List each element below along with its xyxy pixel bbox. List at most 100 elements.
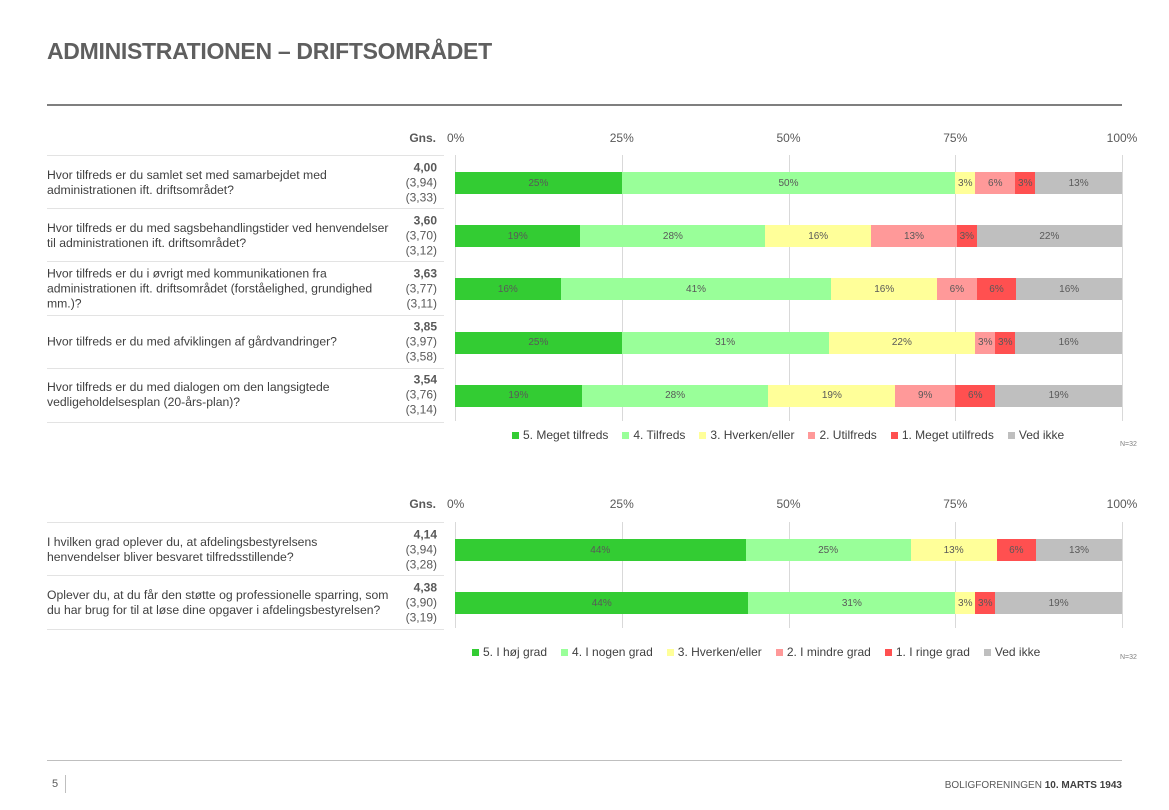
average-current: 3,63 bbox=[413, 266, 437, 281]
bar-segment-4: 9% bbox=[895, 384, 956, 407]
average-previous-1: (3,70) bbox=[405, 228, 437, 243]
legend-item: 4. Tilfreds bbox=[622, 428, 685, 442]
bar-segment-2: 31% bbox=[748, 592, 956, 615]
average-score: 3,85 (3,97) (3,58) bbox=[387, 320, 437, 365]
legend-label: 1. I ringe grad bbox=[895, 645, 970, 659]
average-current: 4,14 bbox=[413, 527, 437, 542]
bar-segment-6: 19% bbox=[995, 384, 1122, 407]
page-number: 5 bbox=[52, 778, 59, 790]
question-text: Hvor tilfreds er du samlet set med samar… bbox=[47, 167, 327, 197]
gridline bbox=[455, 522, 456, 629]
legend-label: 3. Hverken/eller bbox=[677, 645, 762, 659]
legend-swatch bbox=[561, 648, 569, 656]
question-text: Hvor tilfreds er du med afviklingen af g… bbox=[47, 334, 337, 349]
average-previous-2: (3,11) bbox=[406, 296, 437, 311]
gns-header: Gns. bbox=[409, 497, 436, 511]
x-axis-tick: 0% bbox=[447, 497, 465, 511]
average-previous-1: (3,90) bbox=[405, 595, 437, 610]
bar-segment-6: 16% bbox=[1015, 331, 1122, 354]
bar-segment-2: 25% bbox=[745, 539, 911, 561]
question-row: I hvilken grad oplever du, at afdelingsb… bbox=[47, 522, 444, 576]
x-axis-tick: 75% bbox=[943, 131, 968, 145]
bar-segment-4: 6% bbox=[937, 278, 977, 301]
bar-segment-4: 6% bbox=[975, 172, 1016, 194]
question-text: Hvor tilfreds er du med sagsbehandlingst… bbox=[47, 220, 389, 250]
bar-segment-1: 19% bbox=[455, 384, 582, 407]
legend-swatch bbox=[890, 431, 898, 439]
stacked-bar: 25% 31% 22% 3% 3% 16% bbox=[455, 331, 1122, 354]
chart-legend: 5. Meget tilfreds 4. Tilfreds 3. Hverken/e… bbox=[512, 428, 1078, 442]
bar-segment-1: 25% bbox=[455, 172, 622, 194]
legend-item: 1. I ringe grad bbox=[884, 645, 970, 659]
gridline bbox=[1122, 522, 1123, 629]
bar-segment-2: 31% bbox=[621, 331, 829, 354]
average-previous-2: (3,58) bbox=[405, 349, 437, 364]
x-axis-tick: 25% bbox=[609, 497, 634, 511]
gridline bbox=[955, 522, 956, 629]
legend-swatch bbox=[666, 648, 674, 656]
legend-swatch bbox=[622, 431, 630, 439]
average-score: 3,63 (3,77) (3,11) bbox=[387, 266, 437, 311]
average-score: 4,14 (3,94) (3,28) bbox=[387, 527, 437, 572]
bar-segment-3: 3% bbox=[955, 592, 976, 615]
footer-date: 10. MARTS 1943 bbox=[1044, 780, 1122, 791]
legend-item: 3. Hverken/eller bbox=[666, 645, 762, 659]
x-axis-tick: 75% bbox=[943, 497, 968, 511]
bar-segment-2: 50% bbox=[621, 172, 956, 194]
stacked-bar: 25% 50% 3% 6% 3% 13% bbox=[455, 172, 1122, 194]
stacked-bar: 44% 31% 3% 3% 19% bbox=[455, 592, 1122, 615]
average-previous-2: (3,19) bbox=[405, 610, 437, 625]
average-previous-2: (3,12) bbox=[405, 243, 437, 258]
bar-segment-3: 13% bbox=[910, 539, 997, 561]
legend-swatch bbox=[699, 431, 707, 439]
average-score: 3,54 (3,76) (3,14) bbox=[387, 373, 437, 418]
bar-segment-5: 3% bbox=[995, 331, 1016, 354]
legend-label: 4. I nogen grad bbox=[572, 645, 653, 659]
x-axis-tick: 100% bbox=[1106, 497, 1138, 511]
gns-header: Gns. bbox=[409, 131, 436, 145]
stacked-bar: 19% 28% 16% 13% 3% 22% bbox=[455, 225, 1122, 248]
average-current: 4,00 bbox=[413, 160, 437, 175]
legend-label: 5. Meget tilfreds bbox=[523, 428, 609, 442]
gridline bbox=[1122, 155, 1123, 421]
bar-segment-1: 19% bbox=[455, 225, 581, 248]
question-row: Hvor tilfreds er du med dialogen om den … bbox=[47, 367, 444, 423]
average-previous-1: (3,76) bbox=[405, 387, 437, 402]
x-axis-tick: 25% bbox=[609, 131, 634, 145]
page-number-divider bbox=[65, 775, 66, 793]
question-text: Hvor tilfreds er du i øvrigt med kommuni… bbox=[47, 266, 373, 311]
chart-legend: 5. I høj grad 4. I nogen grad 3. Hverken/e… bbox=[472, 645, 1054, 659]
bar-segment-6: 13% bbox=[1036, 539, 1122, 561]
legend-label: Ved ikke bbox=[994, 645, 1041, 659]
bar-segment-1: 25% bbox=[455, 331, 622, 354]
question-row: Hvor tilfreds er du med sagsbehandlingst… bbox=[47, 208, 444, 262]
bar-segment-1: 16% bbox=[455, 278, 561, 301]
bar-segment-3: 16% bbox=[831, 278, 938, 301]
legend-label: 2. I mindre grad bbox=[786, 645, 871, 659]
legend-item: 1. Meget utilfreds bbox=[890, 428, 994, 442]
bar-segment-2: 28% bbox=[580, 225, 766, 248]
bar-segment-5: 3% bbox=[975, 592, 996, 615]
legend-item: 5. Meget tilfreds bbox=[512, 428, 608, 442]
average-current: 3,85 bbox=[413, 319, 437, 334]
question-text: Hvor tilfreds er du med dialogen om den … bbox=[47, 380, 330, 410]
average-previous-2: (3,33) bbox=[405, 190, 437, 205]
average-previous-1: (3,77) bbox=[405, 281, 437, 296]
x-axis-tick: 50% bbox=[776, 131, 801, 145]
bar-segment-1: 44% bbox=[455, 539, 746, 561]
bar-segment-5: 6% bbox=[955, 384, 996, 407]
legend-swatch bbox=[884, 648, 892, 656]
legend-swatch bbox=[808, 431, 816, 439]
bar-segment-6: 16% bbox=[1016, 278, 1122, 301]
question-row: Hvor tilfreds er du samlet set med samar… bbox=[47, 155, 444, 209]
legend-item: Ved ikke bbox=[983, 645, 1041, 659]
average-previous-1: (3,94) bbox=[405, 175, 437, 190]
question-text: I hvilken grad oplever du, at afdelingsb… bbox=[47, 534, 318, 564]
average-score: 4,38 (3,90) (3,19) bbox=[387, 580, 437, 625]
legend-swatch bbox=[1007, 431, 1015, 439]
footer-divider bbox=[47, 760, 1122, 761]
legend-item: 5. I høj grad bbox=[472, 645, 547, 659]
stacked-bar: 19% 28% 19% 9% 6% 19% bbox=[455, 384, 1122, 407]
page-title: ADMINISTRATIONEN – DRIFTSOMRÅDET bbox=[47, 38, 492, 64]
bar-segment-3: 22% bbox=[828, 331, 976, 354]
